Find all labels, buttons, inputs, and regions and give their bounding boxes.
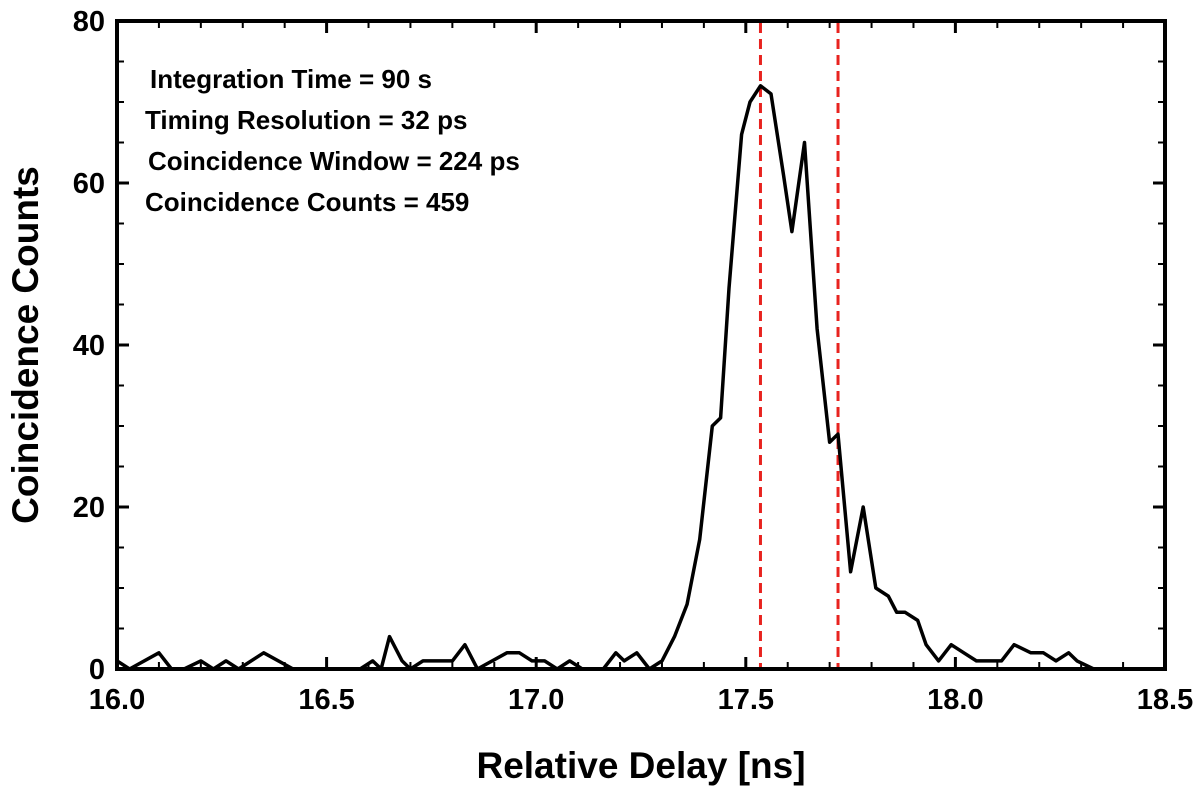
- x-tick-label: 18.5: [1137, 684, 1193, 716]
- x-tick-label: 16.0: [89, 684, 145, 716]
- vertical-markers: [758, 23, 840, 667]
- y-tick-labels: 0 20 40 60 80: [73, 6, 105, 686]
- y-tick-label: 60: [73, 168, 105, 200]
- annotation-integration-time: Integration Time = 90 s: [150, 64, 432, 94]
- x-tick-label: 18.0: [927, 684, 983, 716]
- annotation-timing-resolution: Timing Resolution = 32 ps: [145, 105, 467, 135]
- minor-ticks: [117, 21, 1165, 669]
- x-tick-label: 16.5: [298, 684, 354, 716]
- y-tick-label: 20: [73, 492, 105, 524]
- series-group: [116, 84, 1165, 671]
- x-axis-title: Relative Delay [ns]: [476, 745, 805, 786]
- y-axis-title: Coincidence Counts: [5, 166, 46, 524]
- x-tick-label: 17.5: [718, 684, 774, 716]
- y-tick-label: 0: [89, 654, 105, 686]
- coincidence-series-line: [116, 84, 1165, 671]
- annotations: Integration Time = 90 s Timing Resolutio…: [145, 64, 520, 217]
- x-tick-labels: 16.0 16.5 17.0 17.5 18.0 18.5: [89, 684, 1193, 716]
- annotation-coincidence-counts: Coincidence Counts = 459: [145, 187, 469, 217]
- y-tick-label: 40: [73, 330, 105, 362]
- annotation-coincidence-window: Coincidence Window = 224 ps: [148, 146, 520, 176]
- x-tick-label: 17.0: [508, 684, 564, 716]
- y-tick-label: 80: [73, 6, 105, 38]
